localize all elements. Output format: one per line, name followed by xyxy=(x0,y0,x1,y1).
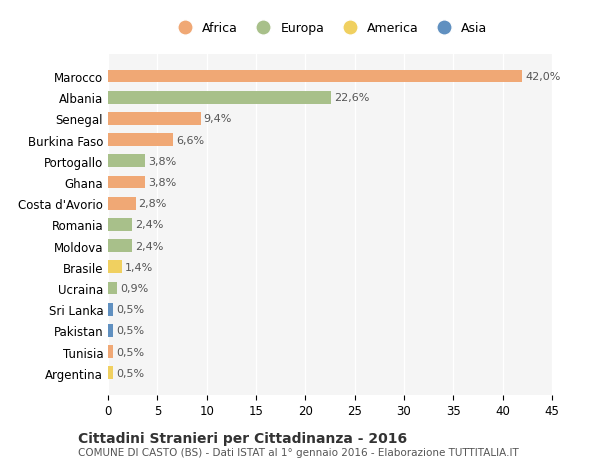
Bar xyxy=(108,282,117,295)
Text: 2,4%: 2,4% xyxy=(134,220,163,230)
Text: 0,9%: 0,9% xyxy=(120,283,148,293)
Bar xyxy=(108,261,122,274)
Bar xyxy=(108,240,131,252)
Legend: Africa, Europa, America, Asia: Africa, Europa, America, Asia xyxy=(167,17,493,40)
Text: 2,4%: 2,4% xyxy=(134,241,163,251)
Bar xyxy=(108,218,131,231)
Bar xyxy=(108,134,173,147)
Text: COMUNE DI CASTO (BS) - Dati ISTAT al 1° gennaio 2016 - Elaborazione TUTTITALIA.I: COMUNE DI CASTO (BS) - Dati ISTAT al 1° … xyxy=(78,448,519,458)
Text: 22,6%: 22,6% xyxy=(334,93,370,103)
Text: 42,0%: 42,0% xyxy=(526,72,561,82)
Text: 6,6%: 6,6% xyxy=(176,135,204,146)
Bar xyxy=(108,367,113,379)
Text: Cittadini Stranieri per Cittadinanza - 2016: Cittadini Stranieri per Cittadinanza - 2… xyxy=(78,431,407,445)
Bar xyxy=(108,346,113,358)
Bar xyxy=(108,197,136,210)
Text: 0,5%: 0,5% xyxy=(116,368,144,378)
Text: 0,5%: 0,5% xyxy=(116,304,144,314)
Text: 3,8%: 3,8% xyxy=(148,178,177,188)
Bar xyxy=(108,176,145,189)
Text: 9,4%: 9,4% xyxy=(204,114,232,124)
Bar xyxy=(108,92,331,104)
Text: 0,5%: 0,5% xyxy=(116,347,144,357)
Bar xyxy=(108,303,113,316)
Text: 0,5%: 0,5% xyxy=(116,326,144,336)
Text: 2,8%: 2,8% xyxy=(139,199,167,209)
Text: 1,4%: 1,4% xyxy=(125,262,153,272)
Text: 3,8%: 3,8% xyxy=(148,157,177,167)
Bar xyxy=(108,113,201,125)
Bar xyxy=(108,71,523,83)
Bar xyxy=(108,325,113,337)
Bar xyxy=(108,155,145,168)
